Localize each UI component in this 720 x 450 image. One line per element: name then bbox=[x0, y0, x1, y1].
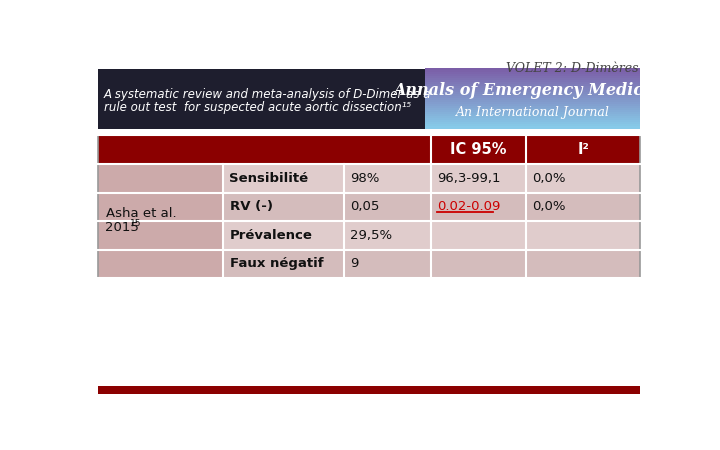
Text: Prévalence: Prévalence bbox=[230, 229, 312, 242]
FancyBboxPatch shape bbox=[425, 98, 640, 101]
FancyBboxPatch shape bbox=[425, 96, 640, 99]
FancyBboxPatch shape bbox=[425, 126, 640, 129]
FancyBboxPatch shape bbox=[98, 250, 640, 278]
FancyBboxPatch shape bbox=[425, 100, 640, 103]
FancyBboxPatch shape bbox=[98, 135, 640, 164]
FancyBboxPatch shape bbox=[425, 86, 640, 89]
FancyBboxPatch shape bbox=[425, 84, 640, 87]
Text: IC 95%: IC 95% bbox=[451, 142, 507, 157]
FancyBboxPatch shape bbox=[98, 69, 640, 129]
Text: RV (-): RV (-) bbox=[230, 200, 272, 213]
Text: 15: 15 bbox=[130, 219, 142, 228]
Text: Asha et al.: Asha et al. bbox=[106, 207, 176, 220]
FancyBboxPatch shape bbox=[98, 221, 640, 250]
FancyBboxPatch shape bbox=[425, 82, 640, 85]
Text: 9: 9 bbox=[351, 257, 359, 270]
FancyBboxPatch shape bbox=[425, 78, 640, 81]
FancyBboxPatch shape bbox=[425, 102, 640, 105]
FancyBboxPatch shape bbox=[425, 76, 640, 79]
FancyBboxPatch shape bbox=[425, 72, 640, 75]
Text: Faux négatif: Faux négatif bbox=[230, 257, 323, 270]
FancyBboxPatch shape bbox=[98, 193, 640, 221]
FancyBboxPatch shape bbox=[425, 70, 640, 72]
FancyBboxPatch shape bbox=[425, 108, 640, 111]
FancyBboxPatch shape bbox=[98, 164, 640, 193]
Text: I²: I² bbox=[577, 142, 589, 157]
Text: 0.02-0.09: 0.02-0.09 bbox=[437, 200, 500, 213]
FancyBboxPatch shape bbox=[425, 92, 640, 94]
Text: VOLET 2: D-Dimères: VOLET 2: D-Dimères bbox=[506, 62, 639, 75]
FancyBboxPatch shape bbox=[425, 114, 640, 117]
FancyBboxPatch shape bbox=[425, 112, 640, 115]
Text: 2015: 2015 bbox=[106, 221, 140, 234]
FancyBboxPatch shape bbox=[425, 116, 640, 119]
Text: Annals of Emergency Medicine: Annals of Emergency Medicine bbox=[394, 82, 672, 99]
FancyBboxPatch shape bbox=[425, 80, 640, 83]
FancyBboxPatch shape bbox=[425, 118, 640, 121]
FancyBboxPatch shape bbox=[425, 124, 640, 127]
FancyBboxPatch shape bbox=[425, 94, 640, 97]
Text: An International Journal: An International Journal bbox=[456, 106, 609, 119]
Text: 0,0%: 0,0% bbox=[533, 200, 566, 213]
FancyBboxPatch shape bbox=[425, 106, 640, 108]
FancyBboxPatch shape bbox=[425, 90, 640, 93]
FancyBboxPatch shape bbox=[425, 122, 640, 125]
Text: 29,5%: 29,5% bbox=[351, 229, 392, 242]
Text: 0,05: 0,05 bbox=[351, 200, 379, 213]
Text: Sensibilité: Sensibilité bbox=[230, 172, 309, 185]
Text: rule out test  for suspected acute aortic dissection¹⁵: rule out test for suspected acute aortic… bbox=[104, 101, 411, 114]
FancyBboxPatch shape bbox=[425, 120, 640, 123]
FancyBboxPatch shape bbox=[98, 164, 223, 278]
FancyBboxPatch shape bbox=[425, 88, 640, 90]
FancyBboxPatch shape bbox=[98, 386, 640, 394]
FancyBboxPatch shape bbox=[425, 68, 640, 71]
Text: 96,3-99,1: 96,3-99,1 bbox=[437, 172, 500, 185]
Text: 98%: 98% bbox=[351, 172, 379, 185]
FancyBboxPatch shape bbox=[425, 104, 640, 107]
FancyBboxPatch shape bbox=[425, 110, 640, 112]
Text: 0,0%: 0,0% bbox=[533, 172, 566, 185]
Text: A systematic review and meta-analysis of D-Dimer as a: A systematic review and meta-analysis of… bbox=[104, 88, 431, 100]
FancyBboxPatch shape bbox=[425, 74, 640, 76]
